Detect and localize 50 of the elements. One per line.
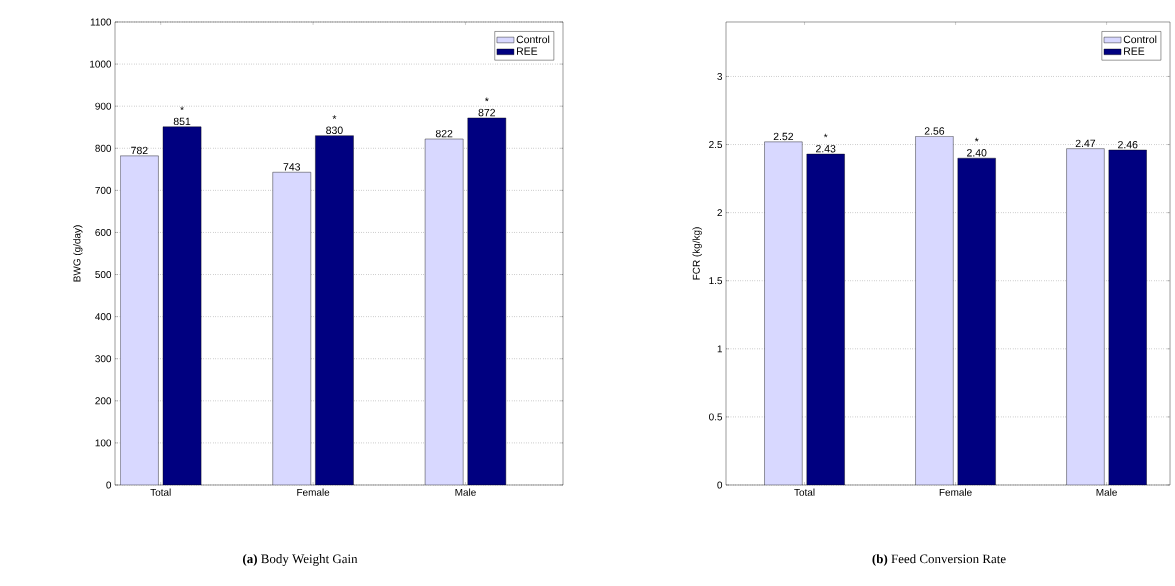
annotation: * — [974, 137, 979, 142]
y-tick-label: 0 — [717, 481, 723, 489]
data-label: 822 — [435, 129, 453, 138]
y-axis-title: FCR (kg/kg) — [692, 227, 702, 280]
y-tick-label: 0 — [106, 481, 112, 489]
y-tick-label: 2.5 — [709, 141, 723, 149]
x-tick-label: Female — [297, 488, 330, 496]
y-tick-label: 1100 — [90, 18, 112, 26]
y-tick-label: 2 — [717, 209, 722, 217]
y-tick-label: 300 — [95, 355, 112, 363]
y-tick-label: 800 — [95, 144, 112, 152]
data-label: 2.43 — [816, 144, 836, 153]
text: (b) Feed Conversion Rate — [872, 554, 1006, 566]
data-label: 782 — [131, 146, 148, 155]
y-tick-label: 1 — [717, 345, 723, 353]
legend-label: Control — [1123, 35, 1157, 44]
y-tick-label: 200 — [95, 397, 112, 405]
annotation: * — [484, 97, 489, 102]
y-tick-label: 3 — [717, 72, 723, 80]
data-label: 2.56 — [924, 127, 945, 135]
y-tick-label: 500 — [95, 271, 112, 279]
x-tick-label: Female — [939, 488, 972, 496]
data-label: 830 — [326, 126, 343, 134]
data-label: 851 — [173, 117, 191, 126]
y-axis-title: BWG (g/day) — [73, 225, 83, 282]
text: (a) Body Weight Gain — [243, 554, 358, 566]
y-tick-label: 700 — [95, 186, 112, 194]
y-tick-label: 400 — [95, 313, 112, 321]
legend-label: Control — [516, 35, 550, 44]
x-tick-label: Total — [150, 488, 171, 496]
data-label: 743 — [283, 163, 301, 171]
annotation: * — [180, 106, 184, 111]
annotation: * — [332, 115, 337, 119]
legend-label: REE — [1124, 47, 1145, 55]
x-tick-label: Total — [794, 488, 815, 496]
data-label: 2.47 — [1075, 139, 1096, 147]
y-tick-label: 1.5 — [709, 277, 723, 285]
data-label: 2.52 — [773, 132, 794, 141]
data-label: 2.46 — [1118, 140, 1138, 149]
y-tick-label: 1000 — [90, 60, 112, 68]
x-tick-label: Male — [455, 488, 476, 496]
y-tick-label: 600 — [95, 228, 112, 236]
y-tick-label: 100 — [95, 439, 112, 447]
x-tick-label: Male — [1096, 488, 1117, 496]
data-label: 872 — [478, 108, 495, 117]
data-label: 2.40 — [967, 149, 987, 157]
legend-label: REE — [517, 47, 538, 55]
annotation: * — [823, 133, 828, 138]
y-tick-label: 900 — [95, 102, 112, 110]
y-tick-label: 0.5 — [709, 413, 723, 421]
